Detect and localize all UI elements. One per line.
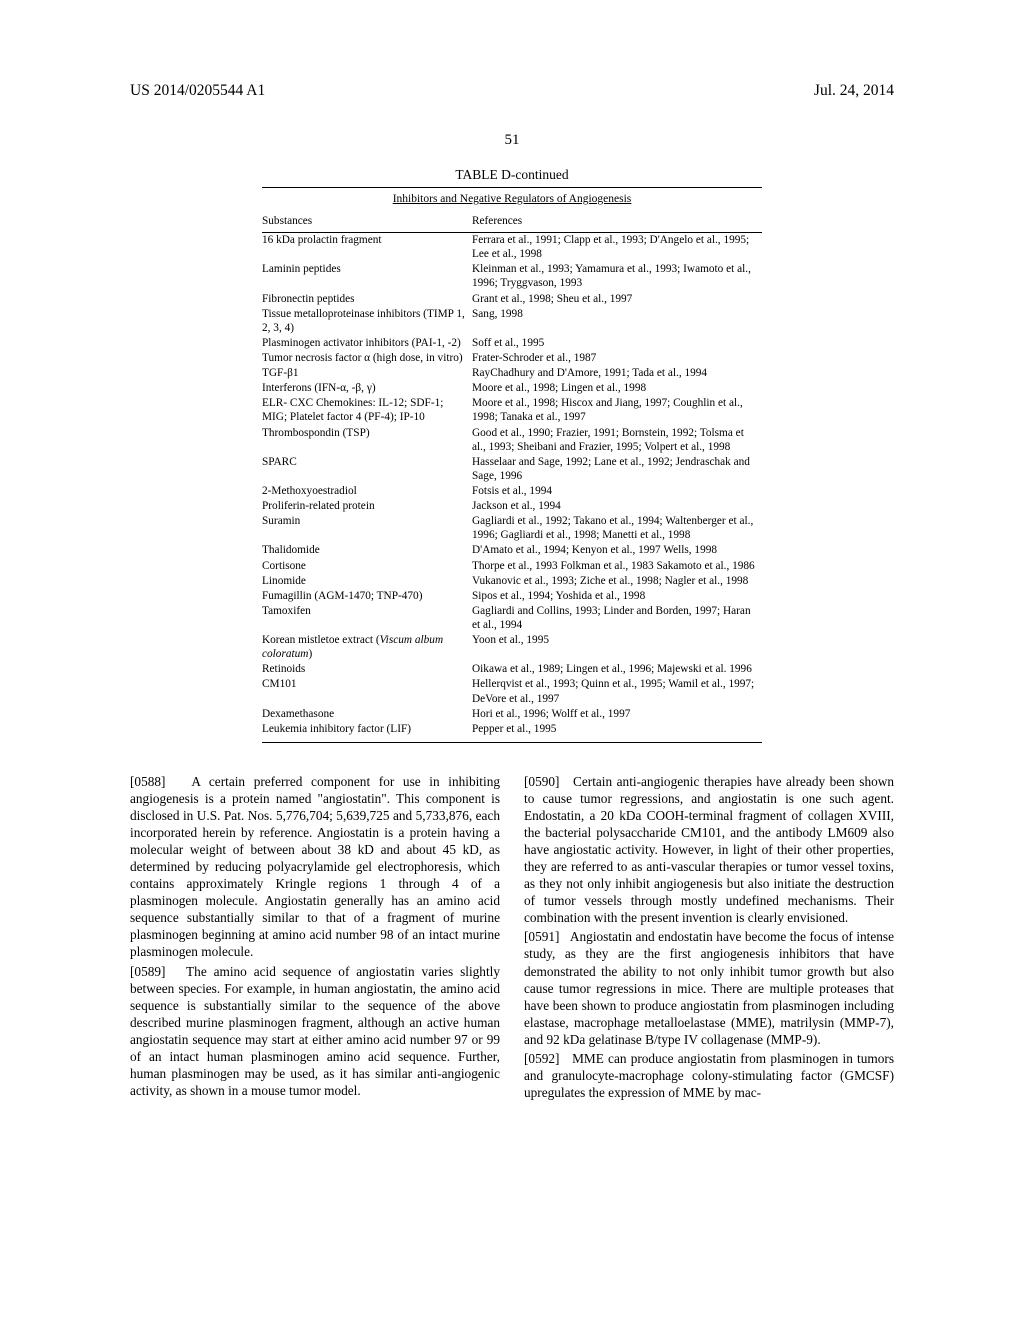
table-row: RetinoidsOikawa et al., 1989; Lingen et … <box>262 662 762 677</box>
cell-reference: Thorpe et al., 1993 Folkman et al., 1983… <box>472 558 762 573</box>
para-number: [0591] <box>524 929 559 944</box>
cell-substance: Suramin <box>262 514 472 543</box>
cell-substance: SPARC <box>262 454 472 483</box>
cell-substance: Thalidomide <box>262 543 472 558</box>
paragraph: [0590] Certain anti-angiogenic therapies… <box>524 773 894 926</box>
table-row: Proliferin-related proteinJackson et al.… <box>262 499 762 514</box>
cell-reference: D'Amato et al., 1994; Kenyon et al., 199… <box>472 543 762 558</box>
table-rule-bottom <box>262 742 762 743</box>
cell-substance: Korean mistletoe extract (Viscum album c… <box>262 633 472 662</box>
table-d: TABLE D-continued Inhibitors and Negativ… <box>262 167 762 743</box>
cell-reference: Good et al., 1990; Frazier, 1991; Bornst… <box>472 425 762 454</box>
cell-substance: Tumor necrosis factor α (high dose, in v… <box>262 350 472 365</box>
cell-substance: Cortisone <box>262 558 472 573</box>
table-row: Interferons (IFN-α, -β, γ)Moore et al., … <box>262 381 762 396</box>
cell-reference: Grant et al., 1998; Sheu et al., 1997 <box>472 291 762 306</box>
cell-substance: TGF-β1 <box>262 366 472 381</box>
table-body: Substances References 16 kDa prolactin f… <box>262 209 762 736</box>
table-row: Thrombospondin (TSP)Good et al., 1990; F… <box>262 425 762 454</box>
pub-number: US 2014/0205544 A1 <box>130 82 265 100</box>
cell-substance: CM101 <box>262 677 472 706</box>
table-row: Korean mistletoe extract (Viscum album c… <box>262 633 762 662</box>
paragraph: [0589] The amino acid sequence of angios… <box>130 963 500 1099</box>
table-header-row: Substances References <box>262 209 762 233</box>
table-row: Plasminogen activator inhibitors (PAI-1,… <box>262 335 762 350</box>
cell-substance: Dexamethasone <box>262 706 472 721</box>
cell-substance: Tamoxifen <box>262 603 472 632</box>
cell-substance: Laminin peptides <box>262 262 472 291</box>
cell-reference: Gagliardi et al., 1992; Takano et al., 1… <box>472 514 762 543</box>
cell-reference: Oikawa et al., 1989; Lingen et al., 1996… <box>472 662 762 677</box>
table-title: TABLE D-continued <box>262 167 762 183</box>
table-row: Leukemia inhibitory factor (LIF)Pepper e… <box>262 721 762 736</box>
table-row: SPARCHasselaar and Sage, 1992; Lane et a… <box>262 454 762 483</box>
cell-reference: Fotsis et al., 1994 <box>472 483 762 498</box>
table-row: ELR- CXC Chemokines: IL-12; SDF-1; MIG; … <box>262 396 762 425</box>
cell-reference: Hasselaar and Sage, 1992; Lane et al., 1… <box>472 454 762 483</box>
cell-substance: Proliferin-related protein <box>262 499 472 514</box>
table-row: DexamethasoneHori et al., 1996; Wolff et… <box>262 706 762 721</box>
cell-reference: Hellerqvist et al., 1993; Quinn et al., … <box>472 677 762 706</box>
cell-reference: Sang, 1998 <box>472 306 762 335</box>
cell-substance: Thrombospondin (TSP) <box>262 425 472 454</box>
cell-reference: Moore et al., 1998; Lingen et al., 1998 <box>472 381 762 396</box>
cell-substance: Linomide <box>262 573 472 588</box>
table-row: Tissue metalloproteinase inhibitors (TIM… <box>262 306 762 335</box>
column-right: [0590] Certain anti-angiogenic therapies… <box>524 773 894 1102</box>
cell-substance: ELR- CXC Chemokines: IL-12; SDF-1; MIG; … <box>262 396 472 425</box>
cell-reference: Pepper et al., 1995 <box>472 721 762 736</box>
cell-reference: Jackson et al., 1994 <box>472 499 762 514</box>
cell-reference: Gagliardi and Collins, 1993; Linder and … <box>472 603 762 632</box>
para-number: [0588] <box>130 774 165 789</box>
cell-reference: Moore et al., 1998; Hiscox and Jiang, 19… <box>472 396 762 425</box>
cell-reference: RayChadhury and D'Amore, 1991; Tada et a… <box>472 366 762 381</box>
table-row: Laminin peptidesKleinman et al., 1993; Y… <box>262 262 762 291</box>
col-references: References <box>472 209 762 233</box>
cell-reference: Soff et al., 1995 <box>472 335 762 350</box>
paragraph: [0588] A certain preferred component for… <box>130 773 500 960</box>
table-row: Tumor necrosis factor α (high dose, in v… <box>262 350 762 365</box>
cell-reference: Vukanovic et al., 1993; Ziche et al., 19… <box>472 573 762 588</box>
cell-substance: 2-Methoxyoestradiol <box>262 483 472 498</box>
column-left: [0588] A certain preferred component for… <box>130 773 500 1102</box>
cell-reference: Ferrara et al., 1991; Clapp et al., 1993… <box>472 233 762 262</box>
cell-reference: Hori et al., 1996; Wolff et al., 1997 <box>472 706 762 721</box>
table-row: TGF-β1RayChadhury and D'Amore, 1991; Tad… <box>262 366 762 381</box>
page-number: 51 <box>0 132 1024 149</box>
cell-substance: Leukemia inhibitory factor (LIF) <box>262 721 472 736</box>
table-row: LinomideVukanovic et al., 1993; Ziche et… <box>262 573 762 588</box>
cell-substance: Interferons (IFN-α, -β, γ) <box>262 381 472 396</box>
cell-substance: Retinoids <box>262 662 472 677</box>
paragraph: [0591] Angiostatin and endostatin have b… <box>524 928 894 1047</box>
para-number: [0590] <box>524 774 559 789</box>
cell-reference: Frater-Schroder et al., 1987 <box>472 350 762 365</box>
cell-substance: Plasminogen activator inhibitors (PAI-1,… <box>262 335 472 350</box>
table-row: CortisoneThorpe et al., 1993 Folkman et … <box>262 558 762 573</box>
table-row: 16 kDa prolactin fragmentFerrara et al.,… <box>262 233 762 262</box>
cell-reference: Sipos et al., 1994; Yoshida et al., 1998 <box>472 588 762 603</box>
table-row: CM101Hellerqvist et al., 1993; Quinn et … <box>262 677 762 706</box>
paragraph: [0592] MME can produce angiostatin from … <box>524 1050 894 1101</box>
table-row: 2-MethoxyoestradiolFotsis et al., 1994 <box>262 483 762 498</box>
para-number: [0592] <box>524 1051 559 1066</box>
page-header: US 2014/0205544 A1 Jul. 24, 2014 <box>0 0 1024 100</box>
table-caption: Inhibitors and Negative Regulators of An… <box>262 188 762 209</box>
table-row: TamoxifenGagliardi and Collins, 1993; Li… <box>262 603 762 632</box>
cell-substance: Fumagillin (AGM-1470; TNP-470) <box>262 588 472 603</box>
cell-substance: Tissue metalloproteinase inhibitors (TIM… <box>262 306 472 335</box>
cell-reference: Yoon et al., 1995 <box>472 633 762 662</box>
para-number: [0589] <box>130 964 165 979</box>
table-row: ThalidomideD'Amato et al., 1994; Kenyon … <box>262 543 762 558</box>
pub-date: Jul. 24, 2014 <box>814 82 894 100</box>
body-columns: [0588] A certain preferred component for… <box>130 773 894 1102</box>
cell-substance: 16 kDa prolactin fragment <box>262 233 472 262</box>
table-row: Fumagillin (AGM-1470; TNP-470)Sipos et a… <box>262 588 762 603</box>
col-substances: Substances <box>262 209 472 233</box>
table-row: SuraminGagliardi et al., 1992; Takano et… <box>262 514 762 543</box>
table-row: Fibronectin peptidesGrant et al., 1998; … <box>262 291 762 306</box>
cell-reference: Kleinman et al., 1993; Yamamura et al., … <box>472 262 762 291</box>
cell-substance: Fibronectin peptides <box>262 291 472 306</box>
